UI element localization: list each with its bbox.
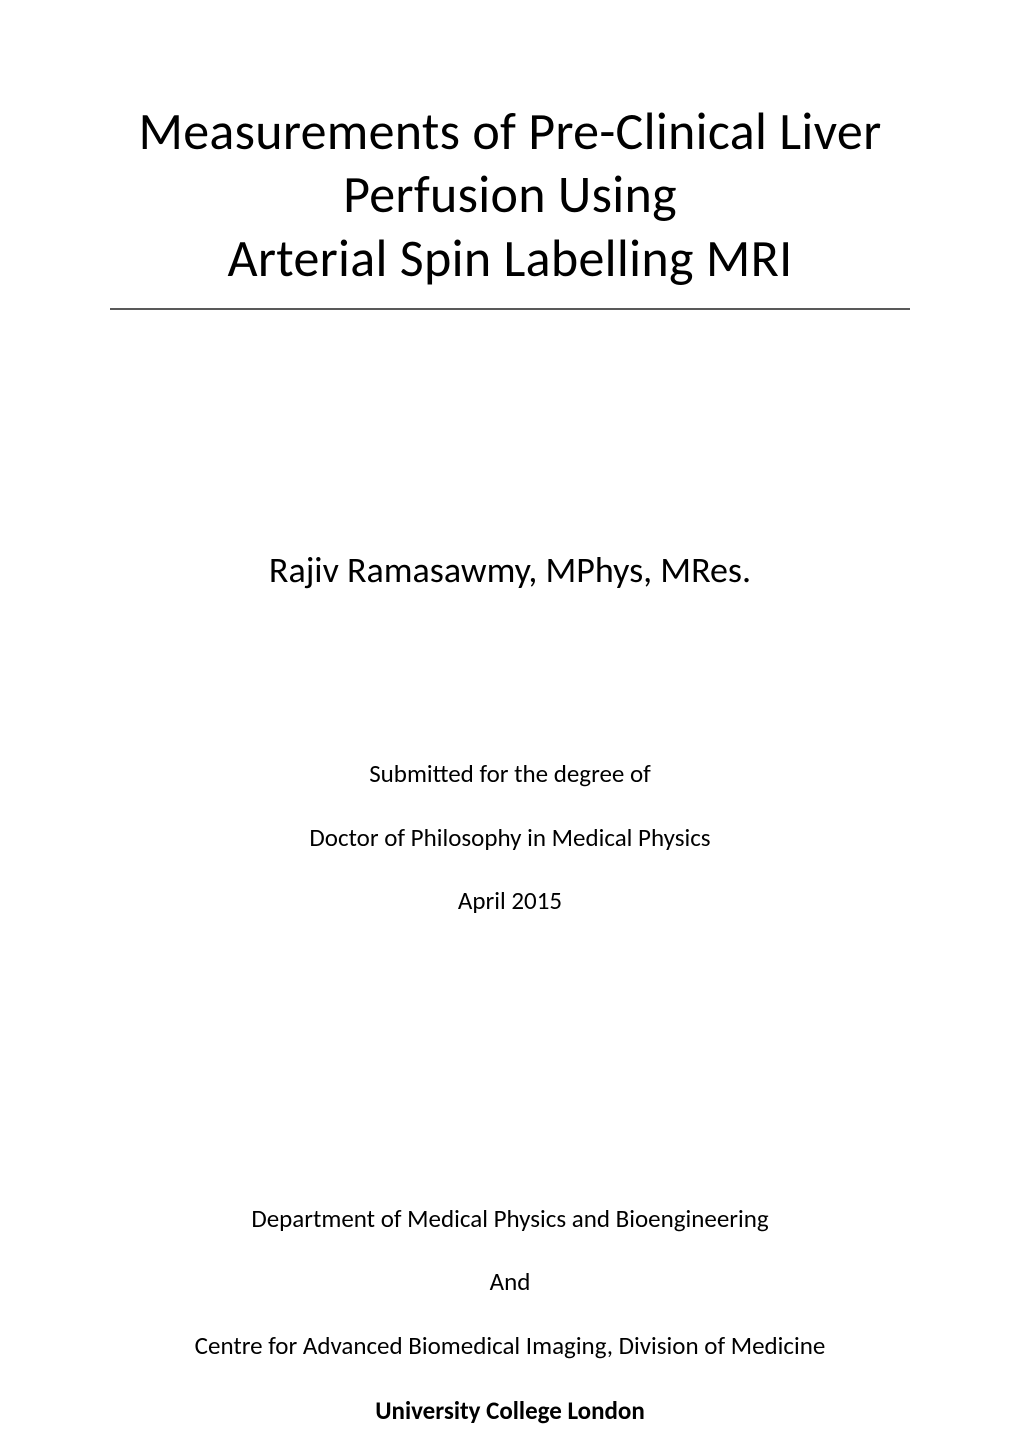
spacer	[110, 788, 910, 824]
spacer	[110, 1296, 910, 1332]
title-line-3: Arterial Spin Labelling MRI	[110, 227, 910, 290]
author-block: Rajiv Ramasawmy, MPhys, MRes.	[110, 548, 910, 592]
degree-block: Submitted for the degree of Doctor of Ph…	[110, 760, 910, 915]
degree-date: April 2015	[110, 887, 910, 915]
title-line-2: Perfusion Using	[110, 163, 910, 226]
spacer	[110, 851, 910, 887]
title-block: Measurements of Pre-Clinical Liver Perfu…	[110, 100, 910, 310]
affiliation-block: Department of Medical Physics and Bioeng…	[110, 1205, 910, 1427]
page-root: Measurements of Pre-Clinical Liver Perfu…	[0, 0, 1020, 1442]
department-1: Department of Medical Physics and Bioeng…	[110, 1205, 910, 1233]
author-name: Rajiv Ramasawmy, MPhys, MRes.	[110, 548, 910, 592]
degree-name: Doctor of Philosophy in Medical Physics	[110, 824, 910, 852]
degree-submitted: Submitted for the degree of	[110, 760, 910, 788]
institution: University College London	[110, 1395, 910, 1426]
affiliation-connector: And	[110, 1268, 910, 1296]
title-line-1: Measurements of Pre-Clinical Liver	[110, 100, 910, 163]
department-2: Centre for Advanced Biomedical Imaging, …	[110, 1332, 910, 1360]
spacer	[110, 1359, 910, 1395]
spacer	[110, 1232, 910, 1268]
title-underline	[110, 308, 910, 310]
